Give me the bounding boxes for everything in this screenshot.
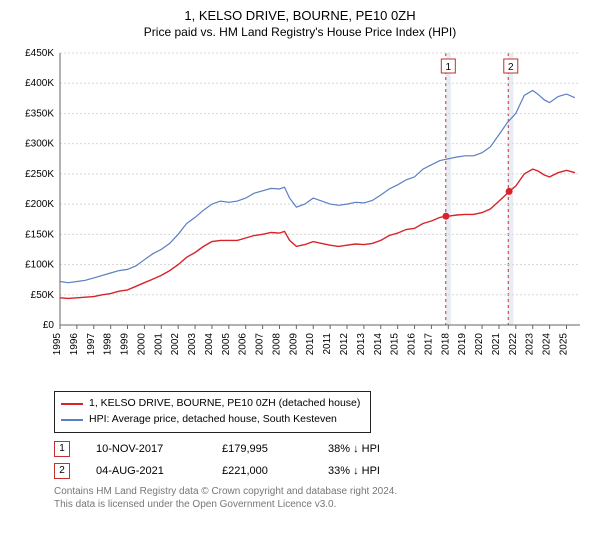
svg-text:2011: 2011 xyxy=(322,333,333,355)
sale-date: 04-AUG-2021 xyxy=(96,465,196,477)
svg-text:2025: 2025 xyxy=(558,333,569,356)
svg-text:£150K: £150K xyxy=(25,229,54,240)
price-chart: 1 2 £0 £50K £100K £150K £200K £250K £300K £350K £4… xyxy=(10,45,590,385)
svg-text:1999: 1999 xyxy=(120,333,131,356)
svg-text:2007: 2007 xyxy=(255,333,266,356)
svg-text:2024: 2024 xyxy=(542,333,553,356)
svg-text:£0: £0 xyxy=(43,320,55,331)
svg-text:2016: 2016 xyxy=(407,333,418,356)
chart-container: 1, KELSO DRIVE, BOURNE, PE10 0ZH Price p… xyxy=(0,0,600,516)
sale-delta: 38% ↓ HPI xyxy=(328,443,380,455)
sale-date: 10-NOV-2017 xyxy=(96,443,196,455)
sale-delta: 33% ↓ HPI xyxy=(328,465,380,477)
svg-text:2005: 2005 xyxy=(221,333,232,356)
svg-text:2003: 2003 xyxy=(187,333,198,356)
sales-list: 1 10-NOV-2017 £179,995 38% ↓ HPI 2 04-AUG-202… xyxy=(54,441,590,479)
svg-text:2015: 2015 xyxy=(390,333,401,356)
svg-text:2018: 2018 xyxy=(440,333,451,356)
svg-text:2004: 2004 xyxy=(204,333,215,356)
svg-text:2013: 2013 xyxy=(356,333,367,356)
svg-text:1997: 1997 xyxy=(86,333,97,356)
svg-text:2008: 2008 xyxy=(271,333,282,356)
svg-text:2021: 2021 xyxy=(491,333,502,356)
footer-line-2: This data is licensed under the Open Gov… xyxy=(54,498,590,512)
svg-text:£250K: £250K xyxy=(25,169,54,180)
svg-text:2010: 2010 xyxy=(305,333,316,356)
svg-text:£350K: £350K xyxy=(25,108,54,119)
svg-text:1998: 1998 xyxy=(103,333,114,356)
svg-text:£200K: £200K xyxy=(25,199,54,210)
svg-text:2012: 2012 xyxy=(339,333,350,356)
chart-title: 1, KELSO DRIVE, BOURNE, PE10 0ZH xyxy=(10,8,590,23)
sale-price: £221,000 xyxy=(222,465,302,477)
svg-text:£400K: £400K xyxy=(25,78,54,89)
svg-text:2002: 2002 xyxy=(170,333,181,356)
svg-text:1996: 1996 xyxy=(69,333,80,356)
svg-text:2017: 2017 xyxy=(423,333,434,356)
sale-badge: 2 xyxy=(54,463,70,479)
svg-text:£100K: £100K xyxy=(25,260,54,271)
legend-item: HPI: Average price, detached house, Sout… xyxy=(61,412,360,428)
sale-price: £179,995 xyxy=(222,443,302,455)
sale-badge: 1 xyxy=(54,441,70,457)
legend-label: HPI: Average price, detached house, Sout… xyxy=(89,412,337,428)
svg-text:2: 2 xyxy=(508,62,514,73)
svg-text:2014: 2014 xyxy=(373,333,384,356)
sale-row: 1 10-NOV-2017 £179,995 38% ↓ HPI xyxy=(54,441,590,457)
svg-text:1995: 1995 xyxy=(52,333,63,356)
svg-text:2006: 2006 xyxy=(238,333,249,356)
chart-legend: 1, KELSO DRIVE, BOURNE, PE10 0ZH (detach… xyxy=(54,391,371,433)
legend-swatch xyxy=(61,419,83,421)
legend-item: 1, KELSO DRIVE, BOURNE, PE10 0ZH (detach… xyxy=(61,396,360,412)
svg-text:2009: 2009 xyxy=(288,333,299,356)
svg-text:2020: 2020 xyxy=(474,333,485,356)
footer-line-1: Contains HM Land Registry data © Crown c… xyxy=(54,485,590,499)
chart-subtitle: Price paid vs. HM Land Registry's House … xyxy=(10,25,590,39)
svg-text:2022: 2022 xyxy=(508,333,519,356)
svg-text:2001: 2001 xyxy=(153,333,164,356)
svg-text:£50K: £50K xyxy=(31,290,55,301)
legend-swatch xyxy=(61,403,83,405)
svg-text:1: 1 xyxy=(446,62,452,73)
svg-text:£450K: £450K xyxy=(25,48,54,59)
svg-text:2023: 2023 xyxy=(525,333,536,356)
svg-text:2000: 2000 xyxy=(136,333,147,356)
sale-row: 2 04-AUG-2021 £221,000 33% ↓ HPI xyxy=(54,463,590,479)
legend-label: 1, KELSO DRIVE, BOURNE, PE10 0ZH (detach… xyxy=(89,396,360,412)
svg-text:2019: 2019 xyxy=(457,333,468,356)
footer-attribution: Contains HM Land Registry data © Crown c… xyxy=(54,485,590,512)
svg-text:£300K: £300K xyxy=(25,139,54,150)
